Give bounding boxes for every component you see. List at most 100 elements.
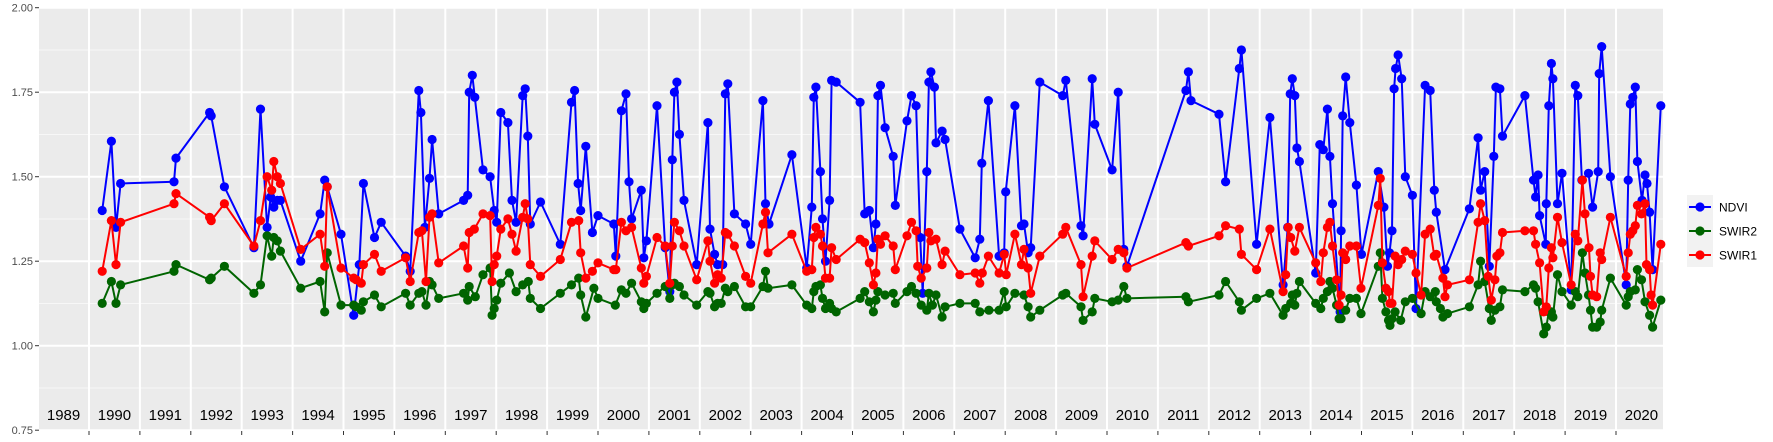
swir1-point [1325, 217, 1335, 227]
swir1-point [1520, 226, 1530, 236]
swir1-point [376, 266, 386, 276]
swir1-point [922, 263, 932, 273]
swir1-point [405, 276, 415, 287]
ndvi-point [621, 89, 631, 99]
ndvi-point [206, 111, 216, 121]
swir1-point [1573, 236, 1583, 246]
year-label: 2011 [1167, 407, 1199, 424]
swir1-point [1552, 212, 1563, 222]
swir1-point [1001, 270, 1011, 280]
ndvi-point [97, 205, 107, 216]
ndvi-point [1531, 192, 1541, 202]
swir1-point [267, 185, 277, 195]
swir1-point [911, 226, 921, 236]
swir1-point [463, 263, 473, 273]
swir2-point [1265, 288, 1275, 298]
swir1-point [875, 239, 886, 249]
swir1-point [269, 156, 279, 167]
swir1-point [358, 260, 368, 270]
swir2-point [763, 283, 773, 293]
ndvi-point [940, 134, 950, 145]
swir2-point [1486, 315, 1496, 325]
year-label: 2017 [1472, 407, 1505, 424]
year-label: 2014 [1319, 407, 1352, 424]
swir1-point [485, 211, 495, 221]
ndvi-point [1397, 74, 1407, 84]
swir2-point [459, 288, 469, 298]
swir2-point [171, 260, 181, 270]
ndvi-point [787, 150, 797, 160]
swir2-point [1090, 293, 1100, 303]
swir1-point [1548, 253, 1558, 263]
ndvi-point [507, 195, 517, 205]
swir2-point [1566, 300, 1576, 310]
ndvi-point [1628, 92, 1638, 102]
year-label: 2003 [759, 407, 792, 424]
swir2-point [888, 288, 898, 298]
swir2-point [1557, 287, 1567, 297]
ndvi-point [576, 205, 586, 216]
swir1-point [1407, 249, 1417, 259]
swir2-point [817, 293, 828, 303]
ndvi-point [890, 200, 900, 210]
ndvi-point [376, 217, 386, 227]
ndvi-point [1107, 165, 1117, 175]
swir1-point [710, 278, 720, 288]
swir1-point [1290, 246, 1300, 256]
swir1-point [940, 246, 950, 256]
ndvi-point [807, 202, 817, 212]
swir1-point [1334, 300, 1344, 310]
ndvi-point [1400, 172, 1410, 182]
ndvi-point [171, 153, 181, 163]
ndvi-point [520, 84, 530, 94]
swir1-point [1636, 209, 1647, 219]
swir1-point [1585, 271, 1596, 281]
swir1-point [1632, 200, 1642, 210]
ndvi-point [977, 158, 987, 168]
swir2-point [206, 273, 216, 283]
swir2-point [787, 280, 797, 290]
swir2-point [868, 307, 879, 317]
swir1-point [1318, 248, 1328, 258]
ndvi-point [1548, 74, 1558, 84]
ndvi-point [1593, 167, 1603, 177]
ndvi-point [1632, 156, 1642, 167]
legend: NDVI SWIR2 SWIR1 [1687, 195, 1757, 267]
swir1-point [469, 224, 479, 234]
ndvi-point [1292, 143, 1302, 153]
ndvi-point [1484, 261, 1494, 271]
swir2-point [1375, 248, 1385, 258]
swir2-point [1087, 307, 1097, 317]
swir2-point [555, 288, 565, 298]
ndvi-point [815, 167, 826, 177]
swir1-point [890, 265, 900, 275]
y-axis: 0.75 1.00 1.25 1.50 1.75 2.00 [12, 3, 39, 437]
ndvi-point [1356, 249, 1367, 259]
ndvi-point [1183, 67, 1193, 77]
swir1-point [1234, 224, 1244, 234]
swir2-point [1345, 293, 1355, 303]
swir1-point [999, 249, 1009, 259]
ndvi-point [817, 214, 828, 224]
swir2-point [1632, 265, 1642, 275]
ndvi-point [1431, 207, 1441, 217]
ndvi-point [1605, 172, 1615, 182]
swir1-point [746, 278, 756, 288]
swir1-point [1375, 173, 1385, 183]
swir1-point [1107, 254, 1117, 265]
swir1-point [1119, 248, 1129, 258]
ndvi-point [627, 214, 637, 224]
ndvi-point [1234, 63, 1244, 74]
year-label: 1990 [98, 407, 131, 424]
ndvi-point [669, 87, 680, 97]
swir2-point [931, 290, 941, 300]
swir2-point [871, 295, 881, 305]
swir1-point [994, 268, 1004, 278]
swir1-point [1026, 288, 1036, 298]
swir1-point [1580, 209, 1590, 219]
swir1-point [1546, 243, 1556, 253]
year-label: 2004 [810, 407, 843, 424]
ndvi-point [1645, 207, 1655, 217]
ndvi-point [416, 107, 426, 118]
swir2-point [1407, 293, 1417, 303]
